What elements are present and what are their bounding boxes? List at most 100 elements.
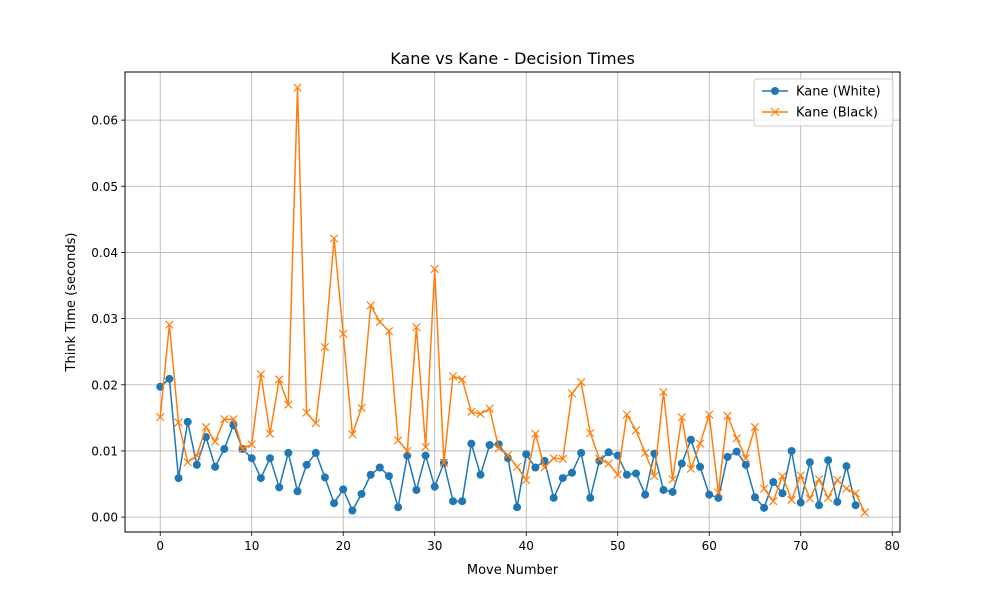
data-point-black: [476, 409, 485, 419]
data-point-white: [192, 460, 201, 469]
data-point-white: [485, 440, 494, 449]
data-point-black: [457, 375, 467, 384]
data-point-black: [814, 475, 824, 484]
data-point-black: [741, 453, 751, 463]
y-tick-label: 0.04: [91, 246, 118, 260]
data-point-white: [696, 462, 705, 471]
data-point-white: [302, 460, 311, 469]
data-point-black: [595, 454, 604, 464]
data-point-black: [201, 422, 211, 432]
data-point-white: [366, 470, 375, 479]
series-line-black: [159, 86, 866, 513]
data-point-black: [494, 444, 503, 453]
data-point-black: [302, 408, 311, 417]
data-point-white: [769, 478, 778, 487]
data-point-white: [311, 448, 320, 457]
data-point-black: [796, 471, 805, 480]
data-point-white: [622, 470, 631, 479]
data-point-white: [403, 451, 412, 460]
data-point-black: [256, 369, 266, 379]
x-tick-label: 10: [244, 539, 259, 553]
data-point-white: [723, 452, 732, 461]
data-point-black: [311, 418, 321, 428]
data-point-white: [659, 485, 668, 494]
data-point-black: [650, 471, 659, 481]
data-point-black: [558, 454, 568, 464]
data-point-black: [567, 389, 577, 398]
data-point-white: [275, 483, 284, 492]
chart-title: Kane vs Kane - Decision Times: [390, 49, 635, 68]
data-point-white: [266, 454, 275, 463]
data-point-black: [284, 400, 293, 409]
data-point-white: [531, 463, 540, 472]
data-point-white: [842, 462, 851, 471]
data-point-white: [567, 468, 576, 477]
data-point-black: [421, 442, 430, 452]
x-tick-label: 40: [519, 539, 534, 553]
data-point-white: [357, 489, 366, 498]
data-point-black: [183, 457, 192, 467]
data-point-black: [759, 484, 769, 493]
data-point-white: [348, 506, 357, 515]
data-point-black: [613, 470, 622, 479]
data-point-white: [668, 487, 677, 496]
data-point-white: [815, 501, 824, 510]
data-point-white: [787, 446, 796, 455]
data-point-white: [577, 448, 586, 457]
y-tick-label: 0.00: [91, 511, 118, 525]
data-point-black: [622, 410, 632, 419]
grid: [125, 72, 900, 532]
data-point-white: [412, 485, 421, 494]
series-layer: [156, 83, 869, 517]
data-point-white: [851, 501, 860, 510]
data-point-black: [540, 463, 549, 472]
data-point-black: [732, 434, 741, 443]
data-point-white: [805, 458, 814, 467]
legend-label-black: Kane (Black): [796, 106, 878, 121]
data-point-black: [677, 412, 686, 422]
data-point-white: [595, 456, 604, 465]
data-point-black: [165, 320, 174, 329]
data-point-white: [421, 451, 430, 460]
data-point-black: [467, 407, 476, 417]
data-point-black: [576, 377, 586, 387]
data-point-black: [238, 444, 247, 454]
data-point-white: [824, 456, 833, 465]
data-point-white: [796, 498, 805, 507]
data-point-white: [330, 499, 339, 508]
legend-marker-black: [770, 107, 780, 117]
data-point-white: [513, 503, 522, 512]
data-point-black: [448, 371, 458, 381]
x-tick-label: 60: [702, 539, 717, 553]
data-point-black: [549, 453, 558, 463]
legend: Kane (White) Kane (Black): [753, 78, 894, 127]
data-point-black: [220, 414, 229, 424]
data-point-black: [247, 440, 256, 449]
data-point-white: [558, 474, 567, 483]
x-axis-label: Move Number: [467, 563, 559, 578]
data-point-black: [375, 317, 385, 327]
data-point-black: [485, 404, 494, 413]
data-point-white: [183, 417, 192, 426]
data-point-white: [430, 482, 439, 491]
data-point-black: [714, 488, 723, 497]
data-point-white: [750, 493, 759, 502]
data-point-black: [659, 387, 668, 397]
data-point-white: [833, 497, 842, 506]
data-point-white: [549, 493, 558, 502]
data-point-black: [531, 429, 540, 438]
data-point-white: [467, 439, 476, 448]
data-point-white: [449, 497, 458, 506]
data-point-white: [522, 450, 531, 459]
data-point-white: [256, 474, 265, 483]
data-point-black: [274, 375, 284, 384]
data-point-black: [265, 429, 275, 438]
x-tick-label: 80: [885, 539, 900, 553]
x-tick-label: 70: [793, 539, 808, 553]
data-point-black: [778, 471, 787, 481]
data-point-white: [586, 493, 595, 502]
data-point-black: [823, 493, 833, 503]
data-point-black: [512, 462, 522, 472]
